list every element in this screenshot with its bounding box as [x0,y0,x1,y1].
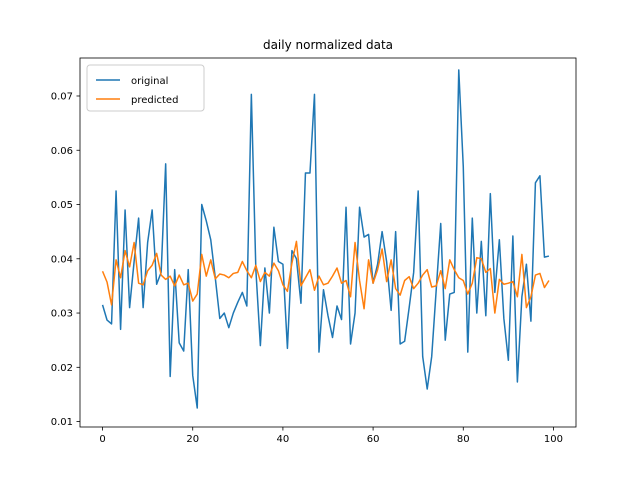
x-tick-label: 0 [99,434,105,445]
legend-label-predicted: predicted [131,95,178,106]
legend-label-original: original [131,76,168,87]
x-axis: 0 20 40 60 80 100 [99,427,563,445]
y-tick-label: 0.06 [51,146,73,157]
legend: original predicted [86,64,205,112]
x-tick-label: 100 [544,434,563,445]
series-line-original [101,69,550,409]
y-tick-label: 0.04 [51,254,73,265]
y-tick-label: 0.03 [51,309,73,320]
y-tick-label: 0.05 [51,200,73,211]
x-tick-label: 80 [457,434,470,445]
x-tick-label: 40 [277,434,290,445]
y-tick-label: 0.07 [51,91,73,102]
x-tick-label: 60 [367,434,380,445]
series-layer [101,69,550,409]
plot-frame [79,57,577,428]
y-axis: 0.01 0.02 0.03 0.04 0.05 0.06 0.07 [51,91,80,428]
y-tick-label: 0.02 [51,363,73,374]
chart-title: daily normalized data [263,38,393,52]
y-tick-label: 0.01 [51,417,73,428]
series-line-predicted [101,240,550,314]
x-tick-label: 20 [186,434,199,445]
